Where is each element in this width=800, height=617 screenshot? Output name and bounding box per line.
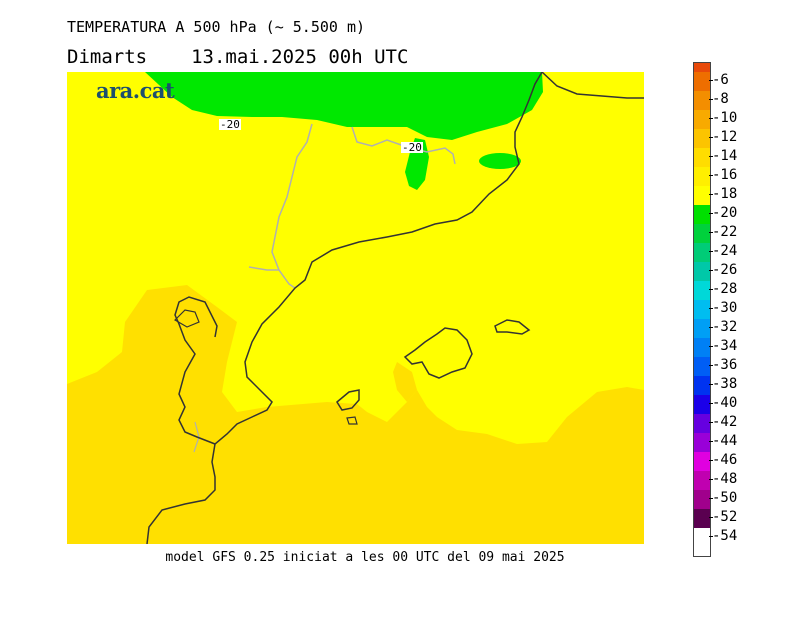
island-formentera — [346, 416, 358, 425]
legend-label: -6 — [712, 72, 729, 88]
legend-tick — [709, 384, 713, 385]
legend-tick — [709, 327, 713, 328]
legend-label: -36 — [712, 357, 738, 373]
legend-swatch — [694, 262, 710, 281]
day-label: Dimarts — [67, 46, 148, 68]
legend-swatch — [694, 509, 710, 528]
legend-label: -54 — [712, 528, 738, 544]
legend-tick — [709, 137, 713, 138]
legend-tick — [709, 517, 713, 518]
legend-swatch — [694, 91, 710, 110]
legend-label: -20 — [712, 205, 738, 221]
legend-tick — [709, 289, 713, 290]
legend-tick — [709, 479, 713, 480]
legend-label: -34 — [712, 338, 738, 354]
legend-tick — [709, 251, 713, 252]
legend-label: -44 — [712, 433, 738, 449]
legend-label: -48 — [712, 471, 738, 487]
date-line: Dimarts 13.mai.2025 00h UTC — [67, 46, 408, 68]
legend-label: -50 — [712, 490, 738, 506]
legend-tick — [709, 270, 713, 271]
border-line-andorra-spain — [271, 123, 313, 289]
legend-tick — [709, 175, 713, 176]
legend-swatch — [694, 281, 710, 300]
legend-swatch — [694, 110, 710, 129]
field-16-18 — [67, 285, 644, 544]
legend-tick — [709, 365, 713, 366]
legend-tick — [709, 403, 713, 404]
legend-label: -24 — [712, 243, 738, 259]
legend-tick — [709, 99, 713, 100]
legend-label: -16 — [712, 167, 738, 183]
coastline-north-east — [541, 72, 644, 99]
coastline-mainland — [146, 72, 543, 544]
legend-tick — [709, 80, 713, 81]
legend-tick — [709, 536, 713, 537]
legend-swatch — [694, 452, 710, 471]
legend-swatch — [694, 376, 710, 395]
legend-label: -22 — [712, 224, 738, 240]
legend-label: -40 — [712, 395, 738, 411]
coastline-lagoon — [174, 309, 200, 328]
legend-swatch — [694, 243, 710, 262]
island-menorca — [494, 319, 531, 335]
legend-swatch — [694, 414, 710, 433]
legend-swatch — [694, 338, 710, 357]
contour-label: -20 — [401, 141, 423, 154]
island-ibiza — [336, 389, 360, 411]
legend-tick — [709, 118, 713, 119]
legend-tick — [709, 194, 713, 195]
legend-label: -18 — [712, 186, 738, 202]
contour-label: -20 — [219, 118, 241, 131]
legend-tick — [709, 156, 713, 157]
legend-swatch — [694, 72, 710, 91]
legend-swatch — [694, 148, 710, 167]
legend-swatch — [694, 395, 710, 414]
coastline-west-inlet — [174, 296, 218, 445]
legend-label: -30 — [712, 300, 738, 316]
legend-label: -10 — [712, 110, 738, 126]
border-line-catalonia — [248, 266, 279, 271]
legend-swatch — [694, 186, 710, 205]
legend-label: -46 — [712, 452, 738, 468]
legend-swatch — [694, 433, 710, 452]
model-footer: model GFS 0.25 iniciat a les 00 UTC del … — [165, 550, 565, 565]
legend-tick — [709, 213, 713, 214]
chart-title: TEMPERATURA A 500 hPa (~ 5.500 m) — [67, 18, 366, 36]
field-20-22-east — [479, 153, 521, 169]
island-mallorca — [403, 327, 473, 379]
legend-label: -12 — [712, 129, 738, 145]
legend-tick — [709, 498, 713, 499]
legend-label: -14 — [712, 148, 738, 164]
legend-swatch — [694, 205, 710, 224]
legend-label: -8 — [712, 91, 729, 107]
legend-label: -52 — [712, 509, 738, 525]
legend-label: -42 — [712, 414, 738, 430]
legend-swatch — [694, 167, 710, 186]
legend-swatch — [694, 63, 710, 72]
legend-swatch — [694, 300, 710, 319]
datetime-label: 13.mai.2025 00h UTC — [191, 46, 409, 68]
brand-logo: ara.cat — [96, 78, 175, 103]
temperature-map — [67, 72, 644, 544]
legend-tick — [709, 441, 713, 442]
legend-tick — [709, 308, 713, 309]
field-16-18-mallorca — [393, 362, 417, 402]
legend-swatch — [694, 224, 710, 243]
legend-tick — [709, 346, 713, 347]
legend-tick — [709, 422, 713, 423]
legend-tick — [709, 232, 713, 233]
field-20-22-north — [145, 72, 543, 140]
legend-swatch — [694, 490, 710, 509]
legend-tick — [709, 460, 713, 461]
legend-label: -32 — [712, 319, 738, 335]
legend-swatch — [694, 471, 710, 490]
legend-swatch — [694, 357, 710, 376]
legend-label: -28 — [712, 281, 738, 297]
color-legend — [693, 62, 711, 557]
legend-label: -38 — [712, 376, 738, 392]
legend-swatch — [694, 319, 710, 338]
legend-label: -26 — [712, 262, 738, 278]
legend-swatch — [694, 129, 710, 148]
